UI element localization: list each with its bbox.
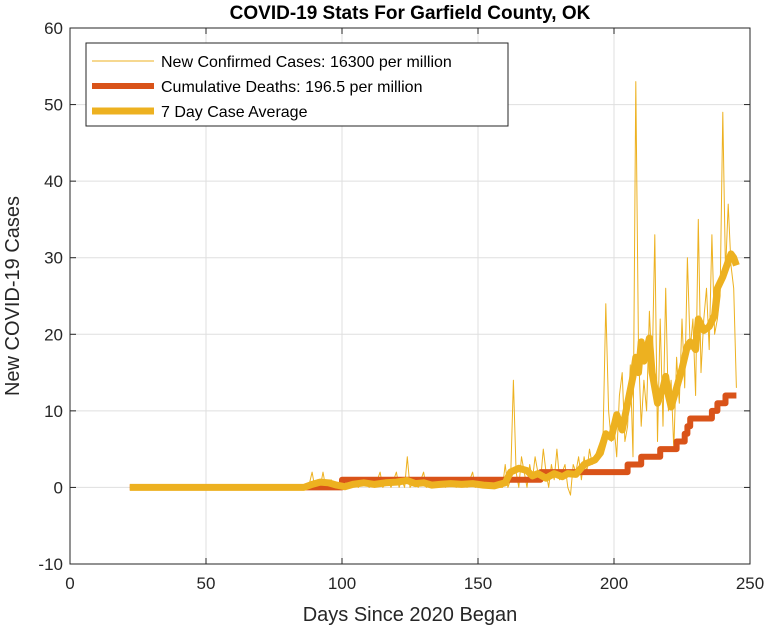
x-tick-label: 0 — [65, 574, 74, 593]
x-tick-label: 100 — [328, 574, 356, 593]
x-tick-label: 250 — [736, 574, 764, 593]
ticks — [69, 27, 751, 565]
legend-label-2: Cumulative Deaths: 196.5 per million — [161, 79, 422, 96]
legend: New Confirmed Cases: 16300 per million Cu… — [85, 42, 509, 127]
y-tick-label: 10 — [44, 402, 63, 421]
y-tick-label: -10 — [38, 555, 63, 574]
y-tick-label: 40 — [44, 172, 63, 191]
legend-items: New Confirmed Cases: 16300 per million Cu… — [92, 54, 452, 121]
series-line-3 — [129, 250, 740, 491]
legend-box — [85, 42, 509, 127]
chart-title: COVID-19 Stats For Garfield County, OK — [230, 3, 591, 24]
y-tick-label: 50 — [44, 96, 63, 115]
legend-label-1: New Confirmed Cases: 16300 per million — [161, 54, 452, 71]
x-tick-label: 50 — [197, 574, 216, 593]
x-axis-label: Days Since 2020 Began — [303, 604, 518, 626]
legend-label-3: 7 Day Case Average — [161, 104, 308, 121]
y-tick-label: 60 — [44, 19, 63, 38]
x-tick-label: 200 — [600, 574, 628, 593]
x-tick-label: 150 — [464, 574, 492, 593]
plot-frame — [69, 27, 751, 565]
y-axis-label: New COVID-19 Cases — [2, 196, 24, 396]
series-layer — [129, 81, 740, 496]
y-tick-label: 20 — [44, 325, 63, 344]
y-tick-label: 0 — [54, 478, 63, 497]
y-tick-label: 30 — [44, 249, 63, 268]
